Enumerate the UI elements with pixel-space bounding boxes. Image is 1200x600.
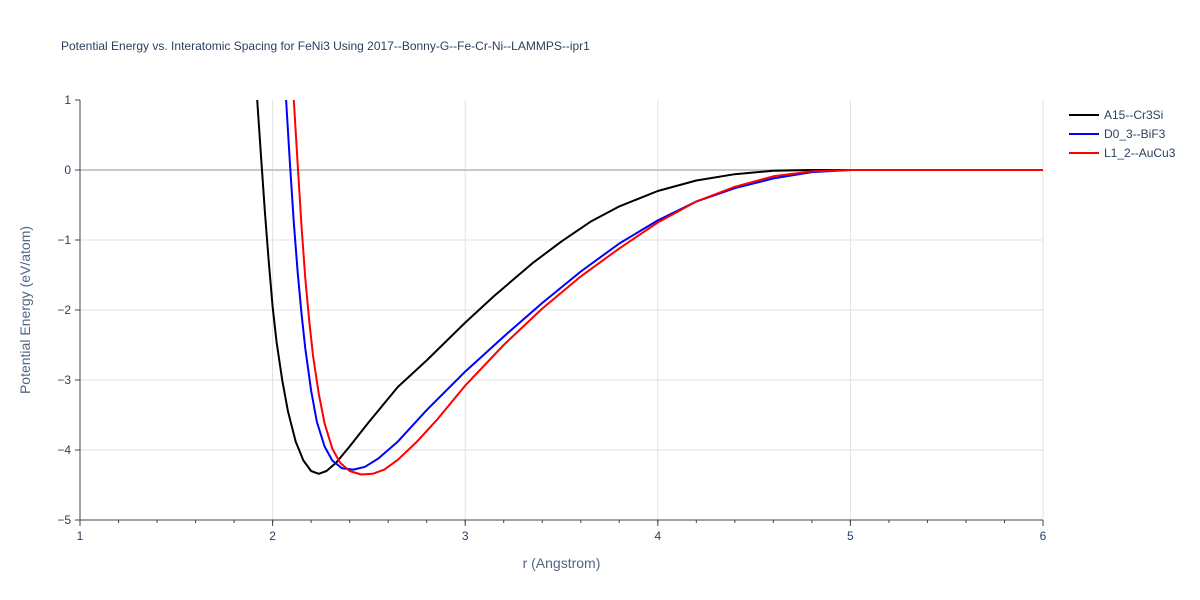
- legend[interactable]: A15--Cr3Si D0_3--BiF3 L1_2--AuCu3: [1069, 108, 1176, 160]
- axes: [75, 99, 1044, 526]
- chart-title: Potential Energy vs. Interatomic Spacing…: [61, 39, 590, 53]
- tick-labels: 1 2 3 4 5 6 1 0 −1 −2 −3 −4 −5: [57, 93, 1046, 543]
- x-tick-label: 6: [1040, 529, 1047, 543]
- x-tick-label: 5: [847, 529, 854, 543]
- x-axis-title: r (Angstrom): [523, 555, 601, 571]
- x-tick-label: 2: [269, 529, 276, 543]
- x-tick-label: 3: [462, 529, 469, 543]
- y-tick-label: −4: [57, 443, 71, 457]
- legend-item-d0-3-bif3[interactable]: D0_3--BiF3: [1069, 127, 1166, 141]
- x-tick-label: 4: [654, 529, 661, 543]
- y-tick-label: −2: [57, 303, 71, 317]
- legend-item-a15-cr3si[interactable]: A15--Cr3Si: [1069, 108, 1163, 122]
- series-line-l1-2-aucu3: [292, 100, 1043, 476]
- series-line-a15-cr3si: [256, 100, 1043, 475]
- y-tick-label: 0: [64, 163, 71, 177]
- y-tick-label: 1: [64, 93, 71, 107]
- y-tick-label: −5: [57, 513, 71, 527]
- legend-item-l1-2-aucu3[interactable]: L1_2--AuCu3: [1069, 146, 1176, 160]
- y-tick-label: −3: [57, 373, 71, 387]
- y-tick-label: −1: [57, 233, 71, 247]
- legend-label: A15--Cr3Si: [1104, 108, 1163, 122]
- plot-series: [256, 100, 1043, 476]
- legend-label: D0_3--BiF3: [1104, 127, 1166, 141]
- legend-label: L1_2--AuCu3: [1104, 146, 1176, 160]
- x-tick-label: 1: [77, 529, 84, 543]
- y-axis-title: Potential Energy (eV/atom): [17, 226, 33, 394]
